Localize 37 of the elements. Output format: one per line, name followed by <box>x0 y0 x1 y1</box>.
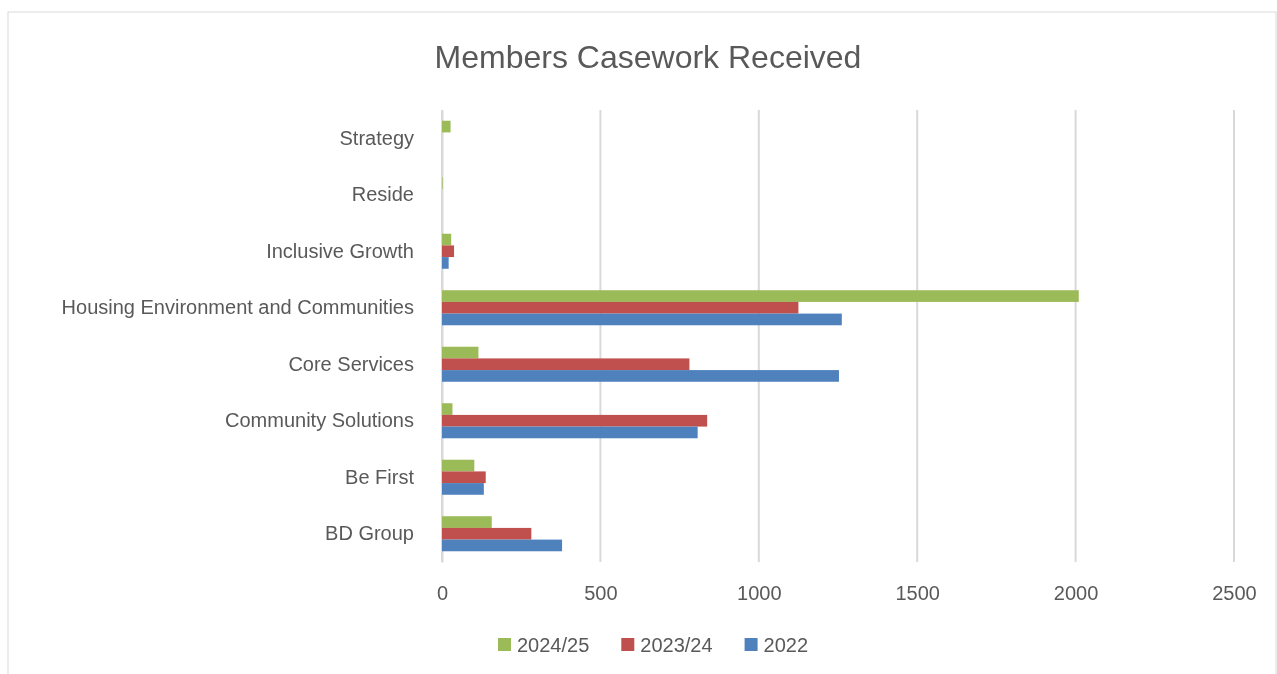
bar <box>442 370 839 382</box>
y-tick-label: BD Group <box>325 522 414 545</box>
bar <box>442 301 799 314</box>
chart-title: Members Casework Received <box>434 39 862 75</box>
bar <box>442 471 486 484</box>
bar <box>442 483 484 495</box>
y-tick-label: Community Solutions <box>225 409 414 432</box>
y-tick-label: Core Services <box>288 352 414 375</box>
y-tick-label: Strategy <box>339 126 414 149</box>
legend-label: 2022 <box>763 634 809 656</box>
y-tick-label: Reside <box>351 183 414 206</box>
legend-label: 2024/25 <box>517 634 590 656</box>
bar <box>442 257 449 269</box>
bar <box>442 120 451 133</box>
bar <box>442 245 455 258</box>
y-tick-label: Housing Environment and Communities <box>61 296 414 319</box>
x-tick-label: 2500 <box>1212 582 1257 605</box>
y-tick-label: Be First <box>345 465 415 488</box>
x-tick-label: 500 <box>584 582 618 605</box>
bar <box>442 403 453 415</box>
x-tick-label: 0 <box>436 582 449 605</box>
bar <box>442 516 492 528</box>
bar <box>442 290 1079 302</box>
y-tick-label: Inclusive Growth <box>266 239 414 262</box>
bar <box>442 426 698 439</box>
legend-label: 2023/24 <box>640 634 713 656</box>
bar <box>442 358 690 371</box>
x-tick-label: 1500 <box>895 582 940 605</box>
bar <box>442 539 563 552</box>
bar <box>442 459 475 472</box>
bar <box>442 313 842 326</box>
x-tick-label: 1000 <box>737 582 782 605</box>
bar <box>442 346 479 359</box>
bar <box>442 527 532 540</box>
bar <box>442 414 708 427</box>
bar <box>442 233 452 246</box>
x-tick-label: 2000 <box>1053 582 1099 605</box>
